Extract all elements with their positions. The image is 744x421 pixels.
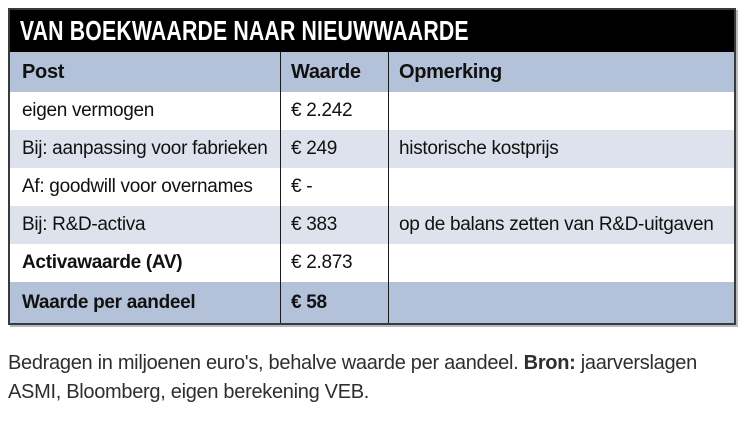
valuation-table: VAN BOEKWAARDE NAAR NIEUWWAARDE Post Waa…	[8, 8, 736, 325]
footnote-text-tail: jaarverslagen	[575, 352, 697, 374]
post-cell: Waarde per aandeel	[22, 291, 196, 313]
opmerking-cell	[388, 92, 734, 130]
table-row: Bij: R&D-activa € 383 op de balans zette…	[10, 206, 734, 244]
opmerking-cell	[388, 244, 734, 282]
waarde-cell: € 2.873	[280, 244, 388, 282]
waarde-cell: € 2.242	[280, 92, 388, 130]
opmerking-cell	[388, 282, 734, 323]
post-cell: eigen vermogen	[22, 100, 155, 121]
footnote: Bedragen in miljoenen euro's, behalve wa…	[8, 349, 738, 407]
table-row: Af: goodwill voor overnames € -	[10, 168, 734, 206]
waarde-cell: € 58	[280, 282, 388, 323]
table-row: Activawaarde (AV) € 2.873	[10, 244, 734, 282]
column-header-row: Post Waarde Opmerking	[10, 52, 734, 92]
waarde-cell: € 383	[280, 206, 388, 244]
opmerking-cell: historische kostprijs	[388, 130, 734, 168]
post-cell: Activawaarde (AV)	[22, 252, 183, 273]
column-header-opmerking: Opmerking	[388, 52, 734, 92]
table-row: eigen vermogen € 2.242	[10, 92, 734, 130]
table-row: Waarde per aandeel € 58	[10, 282, 734, 323]
column-header-waarde: Waarde	[280, 52, 388, 92]
table-title: VAN BOEKWAARDE NAAR NIEUWWAARDE	[19, 15, 469, 46]
footnote-text: Bedragen in miljoenen euro's, behalve wa…	[8, 352, 524, 374]
opmerking-cell: op de balans zetten van R&D-uitgaven	[388, 206, 734, 244]
table-title-bar: VAN BOEKWAARDE NAAR NIEUWWAARDE	[10, 10, 734, 52]
opmerking-cell	[388, 168, 734, 206]
post-cell: Bij: aanpassing voor fabrieken	[22, 138, 268, 159]
waarde-cell: € -	[280, 168, 388, 206]
post-cell: Bij: R&D-activa	[22, 214, 146, 235]
table-body: eigen vermogen € 2.242 Bij: aanpassing v…	[10, 92, 734, 323]
post-cell: Af: goodwill voor overnames	[22, 176, 253, 197]
footnote-source-label: Bron:	[523, 352, 576, 374]
footnote-line2: ASMI, Bloomberg, eigen berekening VEB.	[8, 381, 370, 403]
column-header-post: Post	[22, 60, 65, 83]
waarde-cell: € 249	[280, 130, 388, 168]
table-row: Bij: aanpassing voor fabrieken € 249 his…	[10, 130, 734, 168]
